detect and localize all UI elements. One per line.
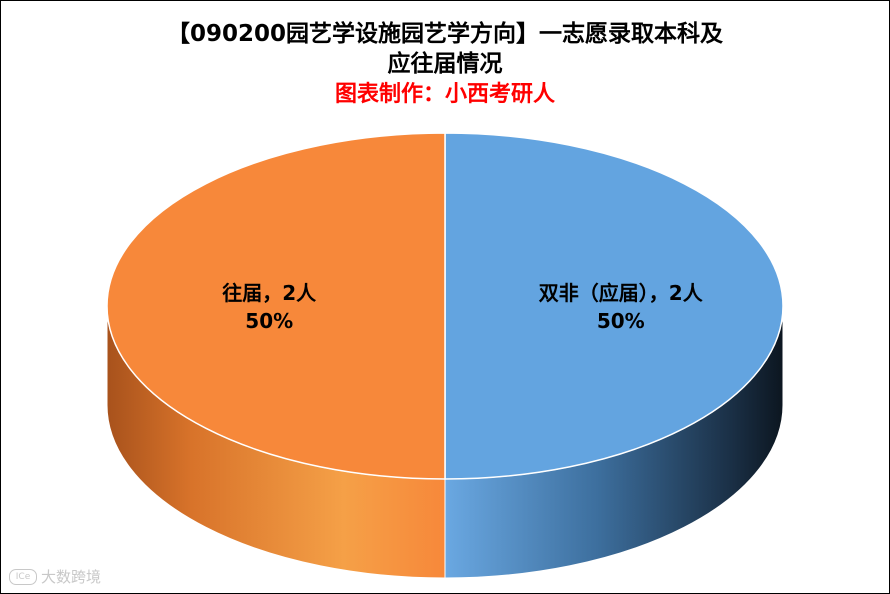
watermark-logo-icon: ICe — [9, 568, 37, 585]
watermark: ICe 大数跨境 — [9, 566, 101, 587]
slice-label-previous-grad: 往届，2人 — [222, 281, 317, 305]
slice-top-previous-grad[interactable] — [106, 132, 446, 480]
slice-percent-previous-grad: 50% — [245, 309, 293, 333]
chart-title-line-2: 应往届情况 — [387, 51, 503, 77]
chart-title-block: 【090200园艺学设施园艺学方向】一志愿录取本科及 应往届情况 图表制作：小西… — [1, 19, 889, 111]
chart-title-line-1: 【090200园艺学设施园艺学方向】一志愿录取本科及 — [166, 21, 724, 47]
slice-percent-double-non-fresh: 50% — [597, 309, 645, 333]
watermark-text: 大数跨境 — [41, 568, 102, 586]
slice-top-double-non-fresh[interactable] — [444, 132, 784, 480]
chart-subtitle: 图表制作：小西考研人 — [334, 82, 555, 107]
slice-label-double-non-fresh: 双非（应届），2人 — [539, 281, 704, 305]
